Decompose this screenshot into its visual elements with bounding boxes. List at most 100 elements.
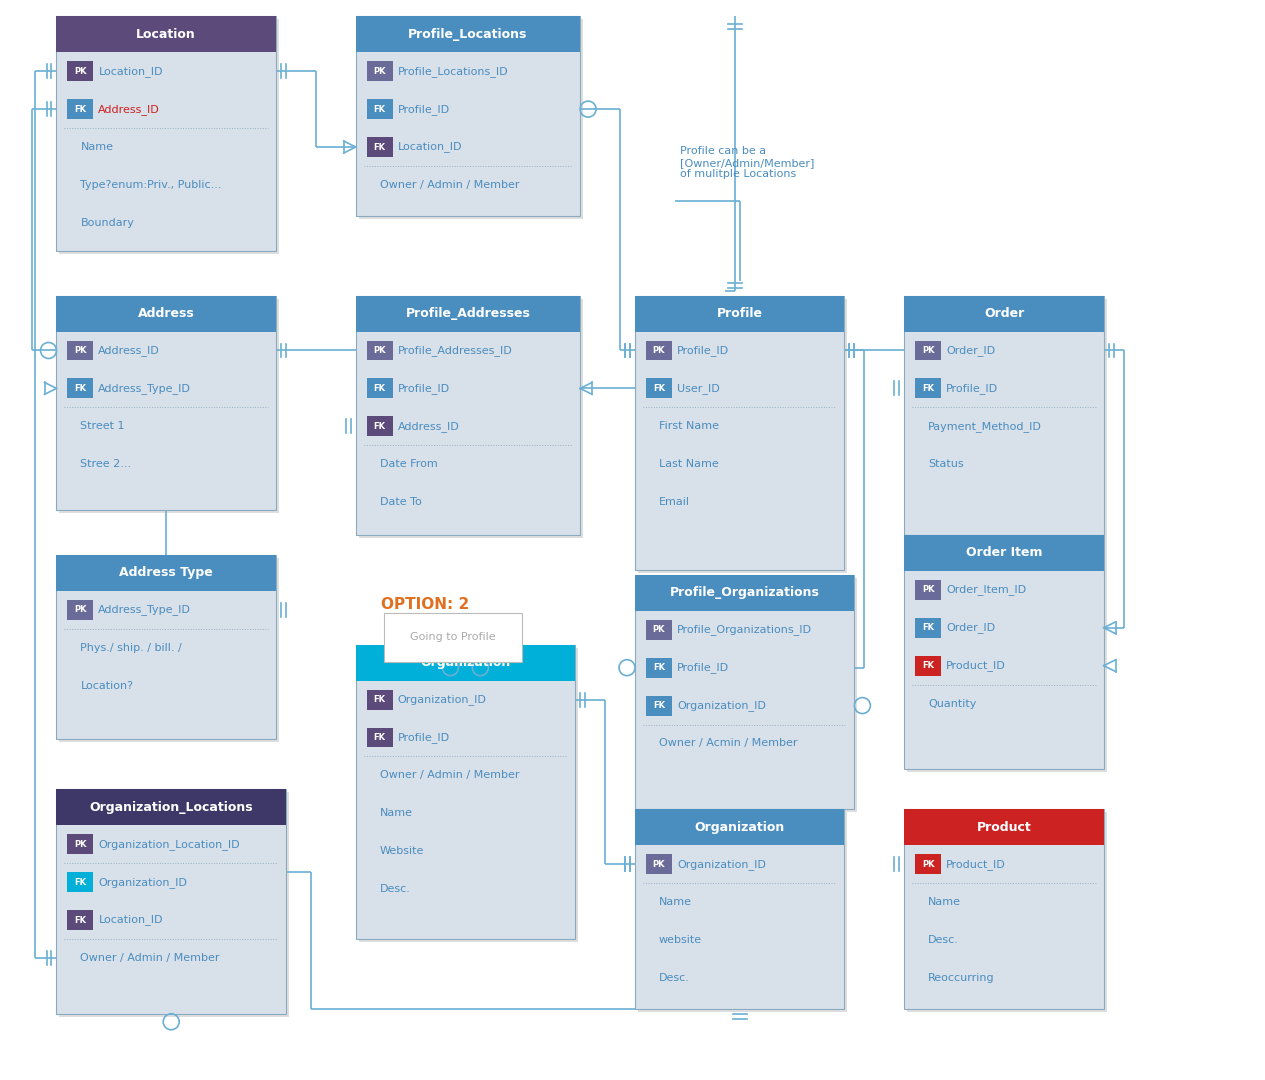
FancyBboxPatch shape [916, 656, 941, 676]
FancyBboxPatch shape [355, 16, 581, 216]
Text: Profile_ID: Profile_ID [397, 104, 450, 114]
FancyBboxPatch shape [59, 558, 278, 742]
FancyBboxPatch shape [367, 99, 392, 119]
Text: Profile_Organizations_ID: Profile_Organizations_ID [677, 624, 812, 635]
Text: Profile_Locations_ID: Profile_Locations_ID [397, 66, 509, 77]
Text: Address_Type_ID: Address_Type_ID [99, 383, 191, 394]
Text: Order_ID: Order_ID [946, 345, 996, 356]
Text: Organization_ID: Organization_ID [677, 700, 765, 711]
FancyBboxPatch shape [57, 555, 276, 740]
FancyBboxPatch shape [646, 658, 672, 677]
FancyBboxPatch shape [904, 809, 1104, 1009]
Text: FK: FK [653, 663, 665, 672]
FancyBboxPatch shape [57, 789, 286, 1014]
Text: Name: Name [380, 808, 412, 819]
Text: Name: Name [929, 897, 961, 907]
FancyBboxPatch shape [67, 599, 94, 620]
FancyBboxPatch shape [646, 378, 672, 399]
Text: Stree 2...: Stree 2... [81, 459, 132, 469]
Text: PK: PK [75, 605, 87, 615]
Text: Organization_ID: Organization_ID [677, 859, 765, 869]
Text: PK: PK [75, 346, 87, 355]
Text: PK: PK [373, 346, 386, 355]
FancyBboxPatch shape [367, 340, 392, 361]
FancyBboxPatch shape [59, 19, 278, 254]
Text: website: website [659, 935, 702, 945]
Text: Organization: Organization [694, 821, 784, 834]
FancyBboxPatch shape [57, 16, 276, 251]
FancyBboxPatch shape [907, 812, 1107, 1012]
FancyBboxPatch shape [67, 340, 94, 361]
Text: Product_ID: Product_ID [946, 859, 1006, 869]
FancyBboxPatch shape [367, 137, 392, 157]
FancyBboxPatch shape [359, 19, 583, 219]
Text: Organization_ID: Organization_ID [397, 694, 487, 705]
FancyBboxPatch shape [646, 696, 672, 716]
FancyBboxPatch shape [907, 299, 1107, 538]
Text: Profile_ID: Profile_ID [677, 345, 729, 356]
FancyBboxPatch shape [59, 793, 288, 1016]
FancyBboxPatch shape [904, 535, 1104, 769]
FancyBboxPatch shape [355, 296, 581, 535]
Text: Profile_Locations: Profile_Locations [409, 28, 528, 41]
Text: PK: PK [75, 840, 87, 849]
Text: Address_ID: Address_ID [99, 104, 161, 114]
Text: User_ID: User_ID [677, 383, 720, 394]
FancyBboxPatch shape [57, 296, 276, 332]
Text: Location_ID: Location_ID [99, 915, 163, 926]
Text: Payment_Method_ID: Payment_Method_ID [929, 421, 1042, 432]
FancyBboxPatch shape [359, 648, 578, 942]
FancyBboxPatch shape [67, 62, 94, 81]
FancyBboxPatch shape [57, 296, 276, 510]
FancyBboxPatch shape [916, 580, 941, 599]
Text: Desc.: Desc. [929, 935, 959, 945]
Text: PK: PK [75, 67, 87, 76]
Text: PK: PK [922, 585, 935, 594]
Text: Owner / Admin / Member: Owner / Admin / Member [380, 770, 519, 781]
Text: Profile_ID: Profile_ID [946, 383, 998, 394]
Text: Product_ID: Product_ID [946, 660, 1006, 671]
Text: OPTION: 2: OPTION: 2 [381, 597, 469, 612]
Text: Profile_Organizations: Profile_Organizations [669, 586, 820, 599]
Text: Profile_ID: Profile_ID [397, 383, 450, 394]
FancyBboxPatch shape [367, 416, 392, 436]
FancyBboxPatch shape [638, 812, 848, 1012]
Text: Profile_ID: Profile_ID [397, 732, 450, 743]
FancyBboxPatch shape [67, 834, 94, 854]
Text: Type?enum:Priv., Public...: Type?enum:Priv., Public... [81, 180, 221, 190]
Text: Last Name: Last Name [659, 459, 719, 469]
Text: Profile: Profile [717, 307, 763, 320]
FancyBboxPatch shape [355, 645, 576, 680]
FancyBboxPatch shape [59, 299, 278, 513]
FancyBboxPatch shape [916, 618, 941, 638]
Text: Owner / Admin / Member: Owner / Admin / Member [380, 180, 519, 190]
Text: Address Type: Address Type [119, 566, 213, 579]
Text: FK: FK [373, 422, 386, 431]
Text: FK: FK [922, 623, 935, 632]
Text: Website: Website [380, 847, 424, 856]
FancyBboxPatch shape [635, 296, 845, 570]
Text: PK: PK [653, 625, 665, 634]
Text: Name: Name [659, 897, 692, 907]
Text: Desc.: Desc. [659, 973, 689, 983]
Text: Phys./ ship. / bill. /: Phys./ ship. / bill. / [81, 643, 182, 652]
FancyBboxPatch shape [367, 728, 392, 747]
FancyBboxPatch shape [67, 378, 94, 399]
Text: Location_ID: Location_ID [397, 141, 462, 152]
FancyBboxPatch shape [916, 854, 941, 874]
Text: Going to Profile: Going to Profile [410, 632, 496, 643]
Text: PK: PK [922, 860, 935, 868]
Text: Location_ID: Location_ID [99, 66, 163, 77]
FancyBboxPatch shape [635, 809, 845, 1009]
Text: Profile_Addresses_ID: Profile_Addresses_ID [397, 345, 512, 356]
FancyBboxPatch shape [57, 555, 276, 591]
FancyBboxPatch shape [359, 299, 583, 538]
Text: Profile_ID: Profile_ID [677, 662, 729, 673]
Text: Location: Location [137, 28, 196, 41]
FancyBboxPatch shape [638, 299, 848, 572]
Text: Order: Order [984, 307, 1025, 320]
Text: Boundary: Boundary [81, 218, 134, 228]
Text: PK: PK [922, 346, 935, 355]
Text: Street 1: Street 1 [81, 421, 125, 431]
FancyBboxPatch shape [635, 296, 845, 332]
